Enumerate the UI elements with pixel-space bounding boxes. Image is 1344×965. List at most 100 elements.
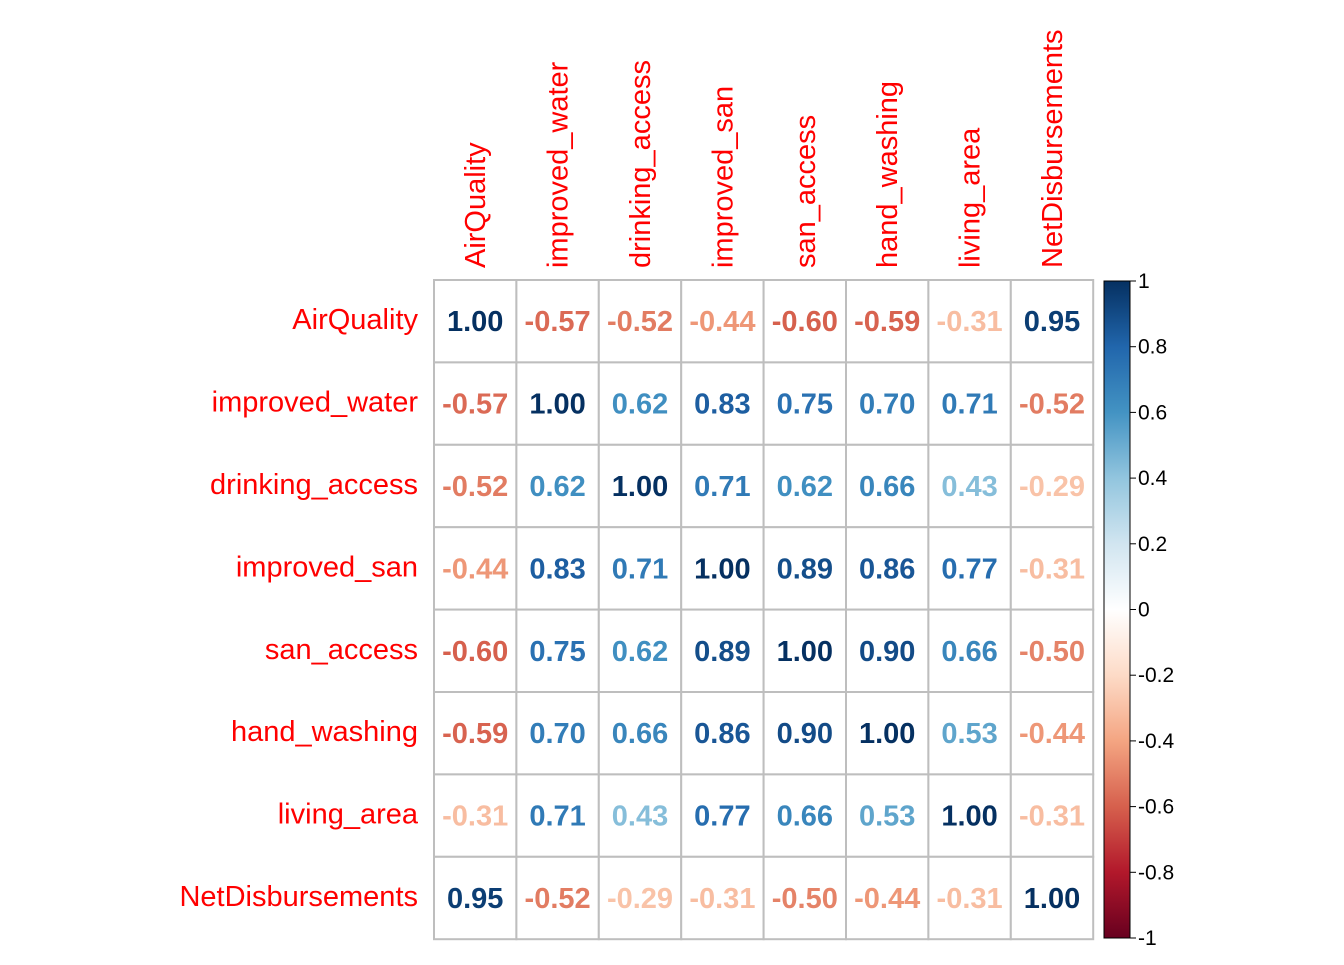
cell-NetDisbursements-NetDisbursements <box>1009 855 1095 941</box>
cell-layer: 1.00 -0.57 -0.52 -0.44 -0.60 -0.59 -0.31 0.95 -0… <box>433 279 1095 941</box>
cell-value: -0.50 <box>772 883 838 915</box>
cell-hand_washing-hand_washing <box>845 691 930 776</box>
cell-value: 0.95 <box>1024 306 1080 338</box>
cell-value: 0.66 <box>612 718 668 750</box>
cell-value: 0.70 <box>859 389 915 421</box>
cell-value: -0.60 <box>772 306 838 338</box>
cell-value: -0.52 <box>525 883 591 915</box>
column-label: living_area <box>955 127 987 268</box>
cell-value: -0.44 <box>854 883 920 915</box>
row-label: san_access <box>265 634 418 666</box>
column-label-group: AirQuality improved_water drinking_access i… <box>460 29 1069 268</box>
cell-drinking_access-drinking_access <box>597 443 683 529</box>
cell-drinking_access-san_access <box>762 443 847 529</box>
cell-living_area-drinking_access <box>597 773 683 858</box>
cell-value: 0.62 <box>777 471 833 503</box>
cell-value: 0.70 <box>529 718 585 750</box>
column-label: hand_washing <box>872 81 904 268</box>
legend-tick-label: -0.6 <box>1138 796 1174 819</box>
legend-tick-label: -0.4 <box>1138 730 1175 753</box>
legend-tick-label: -0.2 <box>1138 664 1174 687</box>
cell-value: 0.86 <box>694 718 750 750</box>
cell-improved_san-drinking_access <box>597 526 683 611</box>
cell-value: 1.00 <box>694 553 750 585</box>
cell-improved_water-improved_san <box>680 361 765 446</box>
legend-tick-label: 0.2 <box>1138 533 1167 556</box>
cell-value: -0.59 <box>854 306 920 338</box>
cell-drinking_access-improved_water <box>515 443 600 529</box>
cell-AirQuality-hand_washing <box>845 279 930 364</box>
cell-improved_water-improved_water <box>515 361 600 446</box>
cell-value: 0.71 <box>694 471 750 503</box>
cell-improved_san-living_area <box>927 526 1012 611</box>
cell-value: -0.57 <box>525 306 591 338</box>
cell-value: 0.62 <box>612 389 668 421</box>
cell-NetDisbursements-drinking_access <box>597 855 683 941</box>
cell-hand_washing-san_access <box>762 691 847 776</box>
cell-value: -0.50 <box>1019 636 1085 668</box>
cell-improved_san-improved_san <box>680 526 765 611</box>
cell-value: -0.29 <box>607 883 673 915</box>
column-label: AirQuality <box>460 142 492 268</box>
cell-value: -0.31 <box>937 306 1003 338</box>
cell-san_access-NetDisbursements <box>1009 608 1095 693</box>
cell-living_area-hand_washing <box>845 773 930 858</box>
cell-value: 0.62 <box>529 471 585 503</box>
cell-san_access-improved_san <box>680 608 765 693</box>
cell-san_access-san_access <box>762 608 847 693</box>
cell-drinking_access-hand_washing <box>845 443 930 529</box>
cell-value: 0.62 <box>612 636 668 668</box>
row-label: improved_san <box>236 551 418 583</box>
cell-improved_san-san_access <box>762 526 847 611</box>
cell-value: 0.66 <box>941 636 997 668</box>
cell-value: -0.52 <box>442 471 508 503</box>
legend-tick-label: 1 <box>1138 270 1150 293</box>
cell-value: 0.75 <box>529 636 585 668</box>
cell-hand_washing-improved_water <box>515 691 600 776</box>
cell-drinking_access-living_area <box>927 443 1012 529</box>
row-label: living_area <box>278 799 419 831</box>
legend-tick-label: -1 <box>1138 927 1157 950</box>
cell-living_area-san_access <box>762 773 847 858</box>
cell-value: -0.59 <box>442 718 508 750</box>
column-label: improved_water <box>543 61 575 268</box>
cell-value: 0.83 <box>529 553 585 585</box>
cell-hand_washing-living_area <box>927 691 1012 776</box>
cell-AirQuality-NetDisbursements <box>1009 279 1095 364</box>
legend-tick-label: 0.4 <box>1138 467 1168 490</box>
cell-value: 1.00 <box>941 801 997 833</box>
cell-AirQuality-improved_water <box>515 279 600 364</box>
cell-value: 0.43 <box>612 801 668 833</box>
cell-AirQuality-AirQuality <box>433 279 518 364</box>
cell-value: 0.43 <box>941 471 997 503</box>
cell-value: 0.89 <box>777 553 833 585</box>
row-label-group: AirQuality improved_water drinking_accessi… <box>179 304 418 913</box>
cell-value: -0.44 <box>1019 718 1085 750</box>
cell-value: -0.31 <box>937 883 1003 915</box>
cell-value: -0.29 <box>1019 471 1085 503</box>
legend-tick-label: 0.8 <box>1138 336 1167 359</box>
cell-value: 0.66 <box>859 471 915 503</box>
cell-value: 0.53 <box>859 801 915 833</box>
cell-value: 0.89 <box>694 636 750 668</box>
cell-value: 0.66 <box>777 801 833 833</box>
cell-value: 0.77 <box>694 801 750 833</box>
cell-value: -0.52 <box>1019 389 1085 421</box>
cell-NetDisbursements-improved_san <box>680 855 765 941</box>
cell-value: -0.52 <box>607 306 673 338</box>
cell-NetDisbursements-san_access <box>762 855 847 941</box>
column-label: san_access <box>790 115 822 268</box>
legend-tick-label: 0.6 <box>1138 401 1167 424</box>
cell-value: 1.00 <box>777 636 833 668</box>
legend-tick-label: 0 <box>1138 599 1150 622</box>
column-label: NetDisbursements <box>1037 29 1069 268</box>
cell-value: 0.71 <box>612 553 668 585</box>
color-legend: 1 0.8 0.6 0.4 0.2 0 -0.2 -0.4 -0.6 -0.8 -1 <box>1103 270 1175 950</box>
cell-value: -0.44 <box>442 553 508 585</box>
cell-value: 0.90 <box>859 636 915 668</box>
cell-drinking_access-improved_san <box>680 443 765 529</box>
cell-improved_water-NetDisbursements <box>1009 361 1095 446</box>
cell-value: 0.71 <box>941 389 997 421</box>
cell-drinking_access-NetDisbursements <box>1009 443 1095 529</box>
